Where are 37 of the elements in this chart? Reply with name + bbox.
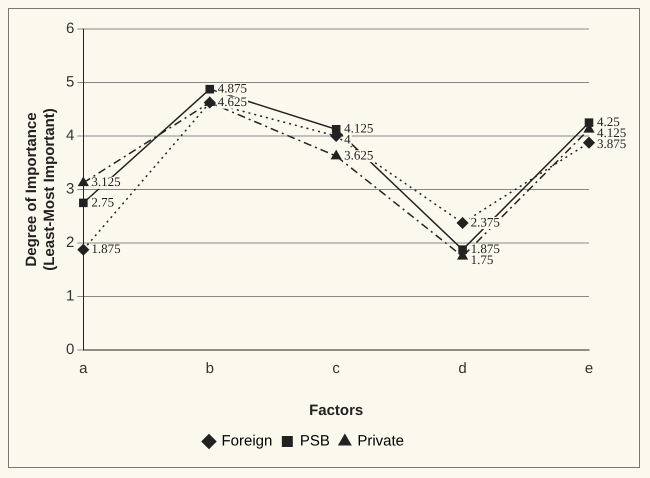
data-label: 4.625 [218,94,248,109]
data-label: 1.875 [91,241,121,256]
point [204,96,216,108]
data-label: 3.125 [91,174,121,190]
data-label: 4 [344,132,352,147]
data-label: 2.375 [470,214,500,230]
x-tick-label: b [206,360,214,378]
data-label: 3.625 [344,147,374,162]
y-tick-label: 4 [66,127,74,144]
y-axis-title: Degree of Importance (Least-Most Important) [23,108,58,271]
y-tick-label: 6 [66,20,74,38]
legend-label: Private [357,432,404,450]
data-label: 4.875 [218,80,248,96]
legend-label: Foreign [221,432,272,450]
x-tick-label: c [332,360,340,378]
point [78,177,88,186]
point [456,217,468,229]
x-tick-label: e [584,360,594,378]
data-label: 2.75 [91,194,114,210]
y-tick-label: 3 [66,180,74,198]
point [583,136,595,148]
point [584,118,594,127]
x-tick-label: a [79,360,88,378]
x-tick-label: d [458,360,467,378]
y-tick-label: 5 [66,74,74,91]
point [79,198,88,208]
point [458,245,467,254]
legend-label: PSB [300,432,330,450]
x-axis-title: Factors [309,402,364,420]
y-tick-label: 1 [66,288,74,305]
point [205,84,214,94]
data-label: 4.125 [344,120,374,136]
point [78,244,90,256]
point [331,150,342,160]
y-tick-label: 2 [66,234,74,252]
data-label: 1.875 [470,241,500,256]
y-tick-label: 0 [66,341,74,358]
